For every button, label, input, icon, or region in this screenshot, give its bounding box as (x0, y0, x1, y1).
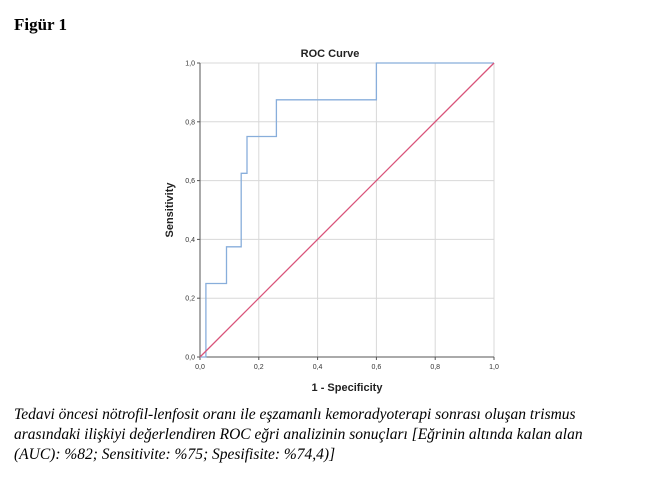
figure-label: Figür 1 (14, 15, 68, 34)
x-tick-label: 0,0 (195, 364, 205, 371)
y-tick-label: 0,8 (185, 119, 195, 126)
y-tick-label: 0,4 (185, 237, 195, 244)
series-layer (199, 62, 495, 358)
grid-lines (200, 62, 495, 357)
x-tick-label: 0,2 (254, 364, 264, 371)
chart-title: ROC Curve (301, 48, 360, 60)
roc-curve-line (200, 62, 494, 358)
x-tick-label: 0,4 (313, 364, 323, 371)
y-axis-label: Sensitivity (164, 182, 176, 238)
axes (197, 62, 495, 360)
y-tick-label: 0,0 (185, 355, 195, 362)
y-tick-label: 0,2 (185, 296, 195, 303)
y-tick-label: 0,6 (185, 178, 195, 185)
figure-caption: Tedavi öncesi nötrofil-lenfosit oranı il… (14, 406, 583, 463)
y-tick-label: 1,0 (185, 61, 195, 68)
x-tick-label: 1,0 (489, 364, 499, 371)
reference-diagonal-line (199, 62, 495, 358)
x-tick-label: 0,8 (430, 364, 440, 371)
x-tick-label: 0,6 (372, 364, 382, 371)
tick-labels: 0,0 0,2 0,4 0,6 0,8 1,0 0,0 0,2 0,4 0,6 0,8 1,0 (185, 61, 499, 372)
x-axis-label: 1 - Specificity (312, 382, 384, 394)
roc-chart: 0,0 0,2 0,4 0,6 0,8 1,0 0,0 0,2 0,4 0,6 0,8 1,0 ROC… (164, 48, 499, 394)
